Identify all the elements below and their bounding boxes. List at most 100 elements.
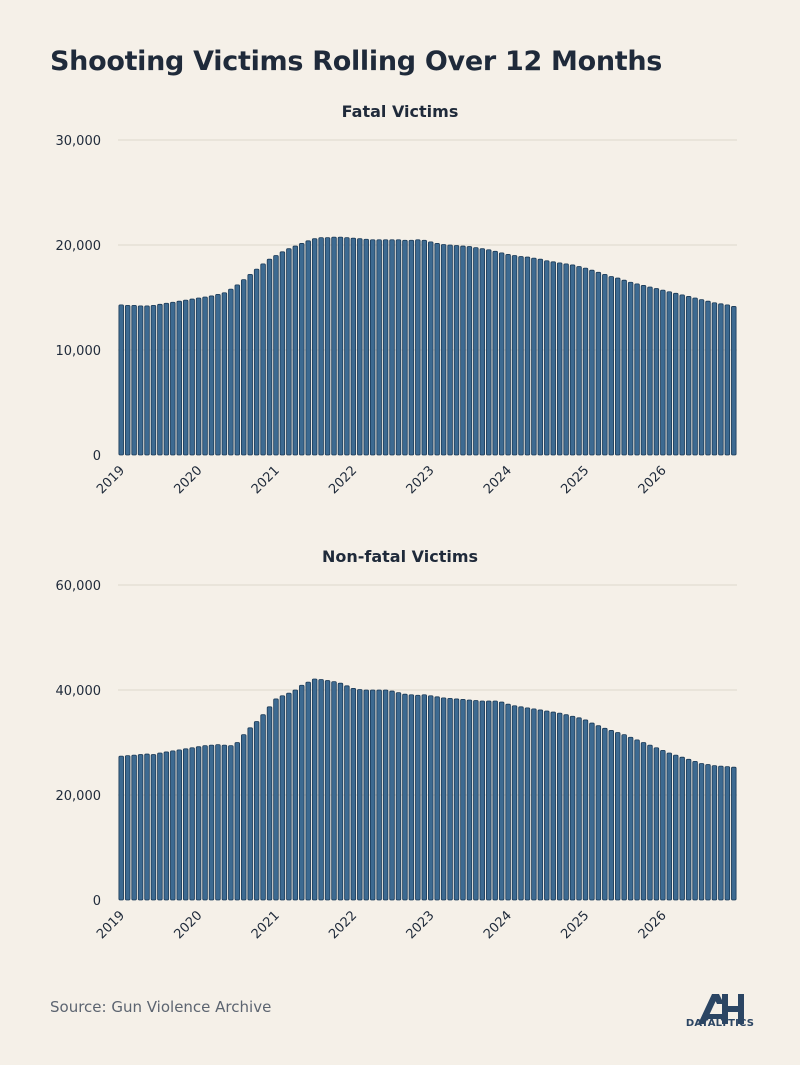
bar xyxy=(731,306,737,456)
y-tick-label: 0 xyxy=(93,894,101,909)
bar xyxy=(163,751,170,901)
bar xyxy=(679,756,685,901)
bar xyxy=(157,303,163,456)
bar xyxy=(131,754,137,901)
bar xyxy=(563,263,569,456)
bar xyxy=(389,239,395,456)
bar xyxy=(344,237,350,456)
bar xyxy=(511,255,518,456)
bar xyxy=(460,245,466,456)
bar xyxy=(299,243,305,456)
x-tick-label: 2023 xyxy=(404,463,438,497)
bar xyxy=(705,764,711,901)
bar xyxy=(595,271,602,456)
bar xyxy=(634,739,640,901)
x-tick-label: 2022 xyxy=(326,908,360,942)
x-tick-label: 2019 xyxy=(94,908,128,942)
bar xyxy=(447,697,453,901)
bar xyxy=(124,755,131,901)
bar xyxy=(666,291,673,456)
bar xyxy=(582,719,589,901)
bar xyxy=(363,689,369,901)
nonfatal-victims-chart: Non-fatal Victims 0 20,000 40,000 60,000 2019… xyxy=(56,547,737,942)
bar xyxy=(350,688,357,901)
bar xyxy=(266,258,273,456)
x-tick-label: 2024 xyxy=(481,463,515,497)
bar xyxy=(195,746,202,901)
bar xyxy=(602,727,608,901)
bar xyxy=(286,248,292,456)
bar xyxy=(647,744,653,901)
bar xyxy=(479,700,486,901)
bar xyxy=(350,237,357,456)
bar xyxy=(531,708,537,901)
bar xyxy=(176,300,182,456)
fatal-victims-chart: Fatal Victims 0 10,000 20,000 30,000 2019 2020… xyxy=(56,102,737,497)
y-tick-label: 40,000 xyxy=(56,684,102,699)
bar xyxy=(711,765,718,901)
bar xyxy=(253,721,260,901)
bar xyxy=(698,763,705,901)
bar xyxy=(266,706,273,901)
bar xyxy=(550,711,556,901)
bar xyxy=(311,678,318,901)
bar xyxy=(440,697,447,901)
bar xyxy=(640,742,647,901)
bar xyxy=(589,722,595,901)
bar xyxy=(511,705,518,901)
bar xyxy=(189,298,195,456)
chart-title: Fatal Victims xyxy=(342,102,459,121)
bar xyxy=(286,692,292,901)
bar xyxy=(376,239,382,456)
bar xyxy=(344,685,350,901)
bar xyxy=(415,239,421,456)
logo-text: DATALYTICS xyxy=(685,1018,755,1029)
bar xyxy=(556,262,563,456)
bar xyxy=(221,292,228,456)
bar xyxy=(589,269,595,456)
bar xyxy=(576,717,582,901)
bar xyxy=(505,703,511,901)
bar xyxy=(434,696,440,901)
x-tick-label: 2022 xyxy=(326,463,360,497)
bar xyxy=(363,238,369,456)
bar xyxy=(253,268,260,456)
datalytics-logo-icon xyxy=(698,994,744,1024)
x-tick-label: 2025 xyxy=(558,463,592,497)
bar xyxy=(711,302,718,456)
bar xyxy=(544,710,550,901)
x-tick-label: 2019 xyxy=(94,463,128,497)
bar xyxy=(118,304,124,456)
bar xyxy=(150,754,157,901)
bar xyxy=(692,297,698,456)
bar xyxy=(421,694,427,901)
bar xyxy=(614,732,621,901)
bar xyxy=(189,747,195,901)
bar xyxy=(228,745,234,901)
bar xyxy=(305,240,311,456)
bar xyxy=(608,276,614,456)
bar xyxy=(279,251,286,456)
x-tick-label: 2024 xyxy=(481,908,515,942)
bar xyxy=(731,766,737,901)
bar xyxy=(260,714,266,901)
bar xyxy=(453,698,460,901)
bar xyxy=(627,736,634,901)
bar xyxy=(228,288,234,456)
x-tick-label: 2026 xyxy=(636,908,670,942)
bar xyxy=(221,744,228,901)
bar xyxy=(182,299,189,456)
bar xyxy=(660,289,666,456)
bar xyxy=(324,680,331,901)
bar xyxy=(544,260,550,456)
bar xyxy=(170,750,176,901)
bar xyxy=(273,255,279,456)
bar xyxy=(279,695,286,901)
bar xyxy=(498,701,505,901)
bar xyxy=(408,694,415,901)
bar xyxy=(582,267,589,456)
bar xyxy=(299,684,305,901)
bar xyxy=(234,284,241,456)
bar xyxy=(376,689,382,901)
x-tick-label: 2021 xyxy=(249,908,283,942)
